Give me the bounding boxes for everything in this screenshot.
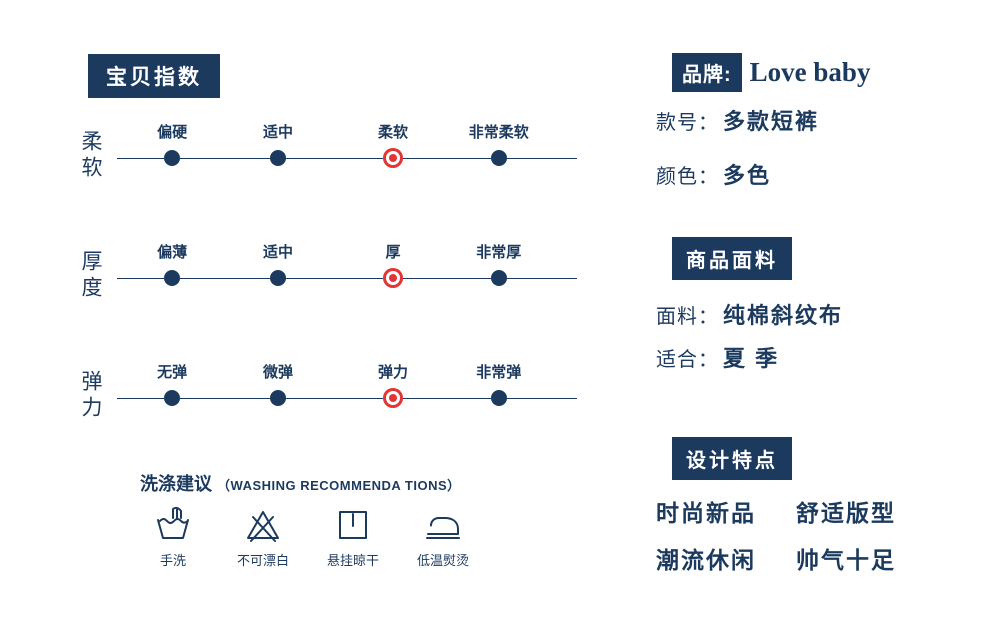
no-bleach-icon (222, 505, 304, 545)
scale-option: 偏硬 (124, 122, 220, 166)
scale-row-thickness: 厚度 偏薄 适中 厚 非常厚 (75, 242, 580, 320)
scale-option: 非常柔软 (451, 122, 547, 166)
washing-item-label: 手洗 (159, 553, 186, 568)
washing-icons-row: 手洗 不可漂白 悬挂晾干 (132, 505, 484, 569)
hang-dry-icon (312, 505, 394, 545)
fabric-row: 面料： 纯棉斜纹布 (656, 298, 843, 330)
brand-label-box: 品牌: (672, 53, 742, 92)
scale-option-label: 厚 (385, 244, 401, 261)
scale-option-label: 柔软 (377, 124, 408, 141)
scale-track: 偏薄 适中 厚 非常厚 (117, 242, 577, 320)
scale-option-label: 偏硬 (157, 124, 188, 141)
scale-option-label: 非常厚 (476, 244, 522, 261)
scale-dot-selected (383, 388, 403, 408)
design-feature-row: 时尚新品 舒适版型 (656, 494, 896, 528)
fabric-label: 面料： (656, 306, 719, 328)
scale-option-label: 偏薄 (157, 244, 188, 261)
scale-label: 弹力 (79, 370, 102, 422)
scale-dot (270, 150, 286, 166)
washing-item-iron-low: 低温熨烫 (402, 505, 484, 569)
scale-dot (164, 390, 181, 406)
scale-label: 厚度 (79, 250, 102, 302)
scale-option: 柔软 (345, 122, 441, 168)
washing-title-cn: 洗涤建议 (140, 474, 212, 494)
color-row: 颜色： 多色 (656, 158, 771, 190)
scale-track: 偏硬 适中 柔软 非常柔软 (117, 122, 577, 200)
scale-line (117, 158, 577, 159)
fabric-section-title: 商品面料 (672, 237, 792, 280)
scale-option: 非常厚 (451, 242, 547, 286)
washing-item-label: 悬挂晾干 (326, 553, 379, 568)
style-number-row: 款号： 多款短裤 (656, 104, 819, 136)
washing-item-hand-wash: 手洗 (132, 505, 214, 569)
scale-option: 偏薄 (124, 242, 220, 286)
scale-label: 柔软 (79, 130, 102, 182)
washing-item-no-bleach: 不可漂白 (222, 505, 304, 569)
season-value: 夏 季 (723, 346, 780, 371)
design-section-title: 设计特点 (672, 437, 792, 480)
scale-row-elasticity: 弹力 无弹 微弹 弹力 非常弹 (75, 362, 580, 440)
washing-item-hang-dry: 悬挂晾干 (312, 505, 394, 569)
scale-option: 厚 (345, 242, 441, 288)
scale-dot (490, 270, 507, 286)
scale-option: 适中 (230, 242, 326, 286)
season-row: 适合： 夏 季 (656, 341, 779, 373)
scale-option: 无弹 (124, 362, 220, 406)
iron-low-icon (402, 505, 484, 545)
color-value: 多色 (723, 163, 772, 188)
style-number-value: 多款短裤 (723, 109, 820, 134)
scale-dot (490, 390, 507, 406)
scale-dot (490, 150, 507, 166)
brand-row: 品牌: Love baby (672, 53, 870, 92)
scale-option-label: 适中 (262, 244, 293, 261)
design-feature: 时尚新品 (656, 500, 756, 526)
scale-line (117, 278, 577, 279)
scale-option: 弹力 (345, 362, 441, 408)
scale-dot (270, 270, 286, 286)
product-index-title: 宝贝指数 (88, 54, 220, 98)
design-feature: 舒适版型 (796, 500, 896, 526)
season-label: 适合： (656, 349, 719, 371)
washing-item-label: 不可漂白 (236, 553, 289, 568)
scale-option-label: 适中 (262, 124, 293, 141)
color-label: 颜色： (656, 166, 719, 188)
scale-row-softness: 柔软 偏硬 适中 柔软 非常柔软 (75, 122, 580, 200)
brand-value: Love baby (749, 57, 871, 87)
hand-wash-icon (132, 505, 214, 545)
scale-option-label: 无弹 (157, 364, 188, 381)
washing-title-en: （WASHING RECOMMENDA TIONS） (217, 478, 461, 493)
scale-option-label: 非常弹 (476, 364, 522, 381)
scale-option-label: 微弹 (262, 364, 293, 381)
scale-dot-selected (383, 148, 403, 168)
design-feature-row: 潮流休闲 帅气十足 (656, 541, 896, 575)
scale-option: 非常弹 (451, 362, 547, 406)
scale-dot (270, 390, 286, 406)
scale-dot-selected (383, 268, 403, 288)
fabric-value: 纯棉斜纹布 (723, 303, 844, 328)
scale-dot (164, 150, 181, 166)
scale-dot (164, 270, 181, 286)
scale-option: 微弹 (230, 362, 326, 406)
scale-track: 无弹 微弹 弹力 非常弹 (117, 362, 577, 440)
washing-title: 洗涤建议 （WASHING RECOMMENDA TIONS） (140, 470, 461, 496)
scale-option-label: 非常柔软 (468, 124, 529, 141)
scale-line (117, 398, 577, 399)
washing-item-label: 低温熨烫 (416, 553, 469, 568)
design-feature: 帅气十足 (796, 547, 896, 573)
design-feature: 潮流休闲 (656, 547, 756, 573)
scale-option: 适中 (230, 122, 326, 166)
scale-option-label: 弹力 (377, 364, 408, 381)
style-number-label: 款号： (656, 112, 719, 134)
